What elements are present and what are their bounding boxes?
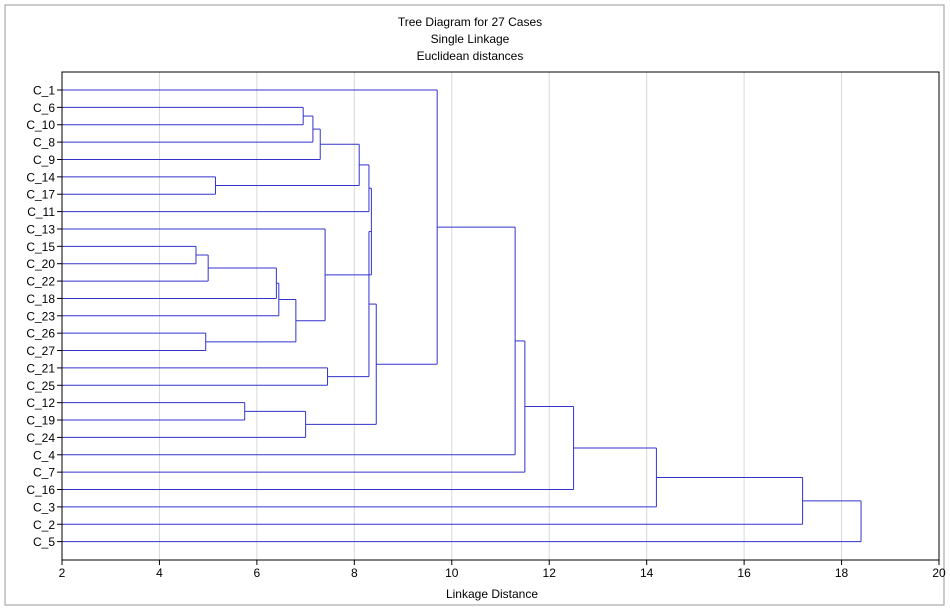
x-tick-label: 16	[737, 566, 751, 580]
leaf-label: C_10	[26, 118, 55, 132]
leaf-label: C_6	[33, 101, 55, 115]
leaf-label: C_12	[26, 396, 55, 410]
leaf-label: C_3	[33, 500, 55, 514]
leaf-label: C_21	[26, 361, 55, 375]
leaf-label: C_27	[26, 344, 55, 358]
leaf-label: C_2	[33, 518, 55, 532]
leaf-label: C_9	[33, 153, 55, 167]
x-axis-label: Linkage Distance	[446, 587, 538, 601]
leaf-label: C_13	[26, 222, 55, 236]
chart-subtitle-1: Single Linkage	[431, 32, 510, 46]
x-tick-label: 20	[932, 566, 946, 580]
x-tick-label: 12	[543, 566, 557, 580]
x-tick-label: 14	[640, 566, 654, 580]
x-axis-ticks: 2 4 6 8 10 12 14 16 18 20	[59, 560, 946, 580]
x-tick-label: 6	[254, 566, 261, 580]
leaf-label: C_8	[33, 136, 55, 150]
leaf-label: C_15	[26, 240, 55, 254]
outer-border	[4, 4, 945, 606]
leaf-label: C_4	[33, 448, 55, 462]
leaf-label: C_26	[26, 327, 55, 341]
leaf-label: C_24	[26, 431, 55, 445]
x-tick-label: 10	[445, 566, 459, 580]
leaf-label: C_23	[26, 309, 55, 323]
x-tick-label: 8	[351, 566, 358, 580]
leaf-label: C_5	[33, 535, 55, 549]
leaf-label: C_7	[33, 466, 55, 480]
chart-title: Tree Diagram for 27 Cases	[398, 15, 542, 29]
leaf-label: C_16	[26, 483, 55, 497]
leaf-label: C_1	[33, 84, 55, 98]
chart-subtitle-2: Euclidean distances	[417, 49, 524, 63]
x-tick-label: 4	[156, 566, 163, 580]
leaf-label: C_22	[26, 275, 55, 289]
leaf-label: C_18	[26, 292, 55, 306]
grid-lines	[158, 72, 843, 560]
leaf-label: C_17	[26, 188, 55, 202]
leaf-label: C_14	[26, 170, 55, 184]
leaf-label: C_20	[26, 257, 55, 271]
leaf-label: C_11	[27, 205, 55, 219]
dendrogram-links	[62, 89, 862, 543]
leaf-label: C_25	[26, 379, 55, 393]
leaf-labels: C_1 C_6 C_10 C_8 C_9 C_14 C_17 C_11 C_13 C_15 C_20…	[26, 84, 62, 549]
x-tick-label: 2	[59, 566, 66, 580]
x-tick-label: 18	[835, 566, 849, 580]
leaf-label: C_19	[26, 414, 55, 428]
